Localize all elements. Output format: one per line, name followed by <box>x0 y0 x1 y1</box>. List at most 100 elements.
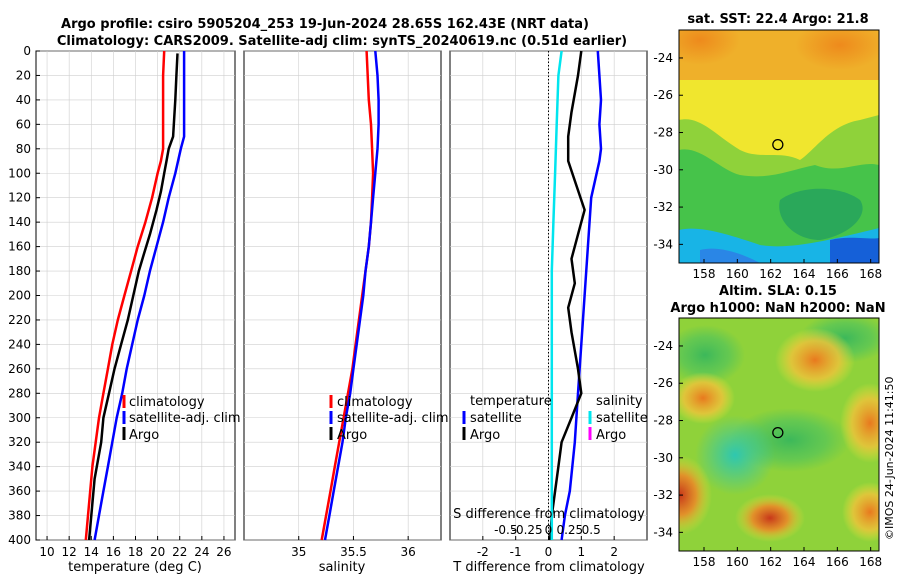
legend-label-climatology: climatology <box>337 395 413 410</box>
depth-tick-label: 140 <box>8 215 31 229</box>
sla-map-title-line2: Argo h1000: NaN h2000: NaN <box>670 301 885 316</box>
x-tick-label: 18 <box>128 545 143 559</box>
x-tick-label: 36 <box>401 545 416 559</box>
lon-tick-label: 168 <box>859 267 882 281</box>
x-tick-label: 12 <box>62 545 77 559</box>
temperature-legend: climatology satellite-adj. clim Argo <box>122 395 241 443</box>
depth-tick-label: 400 <box>8 533 31 547</box>
sst-map-ticks: 158 160 162 164 166 168 -24 -26 -28 -30 -32 -34 <box>653 51 882 281</box>
legend-label-s-argo: Argo <box>596 428 626 443</box>
depth-tick-label: 0 <box>23 44 31 58</box>
legend-title-temperature: temperature <box>470 394 552 409</box>
series-line-satellite-adj-clim <box>93 51 186 541</box>
series-line-satellite-adj-clim <box>323 50 380 541</box>
depth-tick-label: 80 <box>16 142 31 156</box>
lon-tick-label: 164 <box>793 555 816 569</box>
lon-tick-label: 164 <box>793 267 816 281</box>
argo-location-marker <box>772 426 784 439</box>
s-tick-label: -0.5 <box>494 523 517 537</box>
legend-label-satellite: satellite-adj. clim <box>337 411 449 426</box>
depth-tick-label: 240 <box>8 337 31 351</box>
lon-tick-label: 162 <box>759 267 782 281</box>
argo-location-marker <box>772 138 784 151</box>
depth-tick-label: 200 <box>8 289 31 303</box>
x-tick-label: 0 <box>545 545 553 559</box>
x-tick-label: 10 <box>39 545 54 559</box>
lat-tick-label: -30 <box>653 163 673 177</box>
depth-tick-label: 280 <box>8 386 31 400</box>
x-tick-label: -2 <box>477 545 489 559</box>
series-line-s-satellite <box>550 50 563 540</box>
legend-label-s-satellite: satellite <box>596 411 648 426</box>
x-tick-label: 2 <box>610 545 618 559</box>
temperature-plot-layer: 10 12 14 16 18 20 22 24 260204060801001201401601… <box>8 44 235 559</box>
lat-tick-label: -32 <box>653 200 673 214</box>
legend-title-salinity: salinity <box>596 394 643 409</box>
lat-tick-label: -34 <box>653 525 673 539</box>
lat-tick-label: -28 <box>653 414 673 428</box>
t-difference-axis-label: T difference from climatology <box>452 560 645 575</box>
lat-tick-label: -30 <box>653 451 673 465</box>
sst-map: sat. SST: 22.4 Argo: 21.8 158 160 162 164 16… <box>653 12 882 281</box>
x-tick-label: 16 <box>106 545 121 559</box>
lat-tick-label: -24 <box>653 339 673 353</box>
lat-tick-label: -26 <box>653 376 673 390</box>
s-tick-label: -0.25 <box>512 523 543 537</box>
depth-tick-label: 100 <box>8 166 31 180</box>
x-tick-label: -1 <box>510 545 522 559</box>
x-tick-label: 14 <box>84 545 99 559</box>
series-line-climatology <box>84 50 166 541</box>
difference-legend: temperature satellite Argo salinity sate… <box>462 394 648 443</box>
lon-tick-label: 162 <box>759 555 782 569</box>
sla-map-title-line1: Altim. SLA: 0.15 <box>719 284 837 299</box>
s-tick-label: 0.5 <box>582 523 601 537</box>
depth-tick-label: 180 <box>8 264 31 278</box>
legend-label-t-argo: Argo <box>470 428 500 443</box>
lat-tick-label: -28 <box>653 126 673 140</box>
depth-tick-label: 40 <box>16 93 31 107</box>
x-tick-label: 24 <box>194 545 209 559</box>
legend-label-satellite: satellite-adj. clim <box>129 411 241 426</box>
difference-plot-layer: -2 -1 0 1 2 -0.5-0.25 0 0.250.5 <box>450 50 647 559</box>
lat-tick-label: -26 <box>653 88 673 102</box>
series-line-t-argo <box>548 50 586 541</box>
sla-map: Altim. SLA: 0.15 Argo h1000: NaN h2000: … <box>653 284 885 569</box>
lat-tick-label: -24 <box>653 51 673 65</box>
depth-tick-label: 220 <box>8 313 31 327</box>
lon-tick-label: 166 <box>826 267 849 281</box>
lon-tick-label: 158 <box>693 555 716 569</box>
lon-tick-label: 166 <box>826 555 849 569</box>
lon-tick-label: 160 <box>726 267 749 281</box>
legend-label-climatology: climatology <box>129 395 205 410</box>
depth-tick-label: 160 <box>8 240 31 254</box>
temperature-axis-label: temperature (deg C) <box>68 560 202 575</box>
depth-tick-label: 380 <box>8 509 31 523</box>
x-tick-label: 26 <box>216 545 231 559</box>
x-tick-label: 35.5 <box>340 545 367 559</box>
legend-label-t-satellite: satellite <box>470 411 522 426</box>
depth-tick-label: 360 <box>8 484 31 498</box>
lat-tick-label: -32 <box>653 488 673 502</box>
lon-tick-label: 168 <box>859 555 882 569</box>
series-line-argo <box>87 53 179 541</box>
salinity-axis-label: salinity <box>319 560 366 575</box>
salinity-legend: climatology satellite-adj. clim Argo <box>329 395 449 443</box>
salinity-plot-layer: 35 35.5 36 <box>244 50 441 559</box>
sla-map-ticks: 158 160 162 164 166 168 -24 -26 -28 -30 -32 -34 <box>653 339 882 569</box>
s-difference-axis-label: S difference from climatology <box>453 507 645 522</box>
s-tick-label: 0 <box>545 523 553 537</box>
x-tick-label: 1 <box>578 545 586 559</box>
depth-tick-label: 60 <box>16 117 31 131</box>
imos-timestamp-watermark: ©IMOS 24-Jun-2024 11:41:50 <box>883 376 896 540</box>
depth-tick-label: 260 <box>8 362 31 376</box>
s-tick-label: 0.25 <box>556 523 583 537</box>
lon-tick-label: 160 <box>726 555 749 569</box>
x-tick-label: 35 <box>291 545 306 559</box>
legend-label-argo: Argo <box>337 428 367 443</box>
sst-map-title: sat. SST: 22.4 Argo: 21.8 <box>687 12 868 27</box>
x-tick-label: 20 <box>150 545 165 559</box>
x-tick-label: 22 <box>172 545 187 559</box>
legend-label-argo: Argo <box>129 428 159 443</box>
figure-title-line2: Climatology: CARS2009. Satellite-adj cli… <box>57 34 627 49</box>
